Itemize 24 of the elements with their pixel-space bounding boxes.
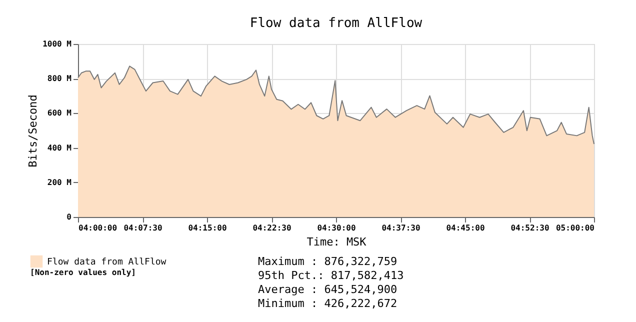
text: 95th Pct.: 817,582,413 — [258, 269, 404, 282]
x-tick-label: 04:15:00 — [188, 224, 227, 232]
x-tick-label: 04:30:00 — [317, 224, 356, 232]
text: [Non-zero values only] — [30, 268, 136, 277]
x-tick-label: 04:22:30 — [252, 224, 292, 232]
chart-title: Flow data from AllFlow — [250, 16, 422, 31]
x-tick-label: 04:37:30 — [382, 224, 420, 232]
x-tick-label: 05:00:00 — [556, 224, 595, 232]
y-tick-label: 0 — [66, 212, 72, 222]
x-axis-title: Time: MSK — [306, 236, 367, 248]
x-tick-label: 04:52:30 — [510, 224, 550, 232]
text: Average : 645,524,900 — [258, 283, 398, 296]
legend-label: Flow data from AllFlow — [47, 258, 167, 268]
x-tick-label: 04:45:00 — [446, 224, 485, 232]
y-axis-title: Bits/Second — [26, 94, 40, 168]
y-tick-label: 400 M — [47, 143, 72, 152]
y-tick-label: 1000 M — [42, 40, 72, 48]
y-tick-label: 600 M — [47, 108, 72, 118]
y-tick-label: 800 M — [47, 74, 72, 84]
x-tick-label: 04:07:30 — [124, 224, 162, 232]
x-tick-label: 04:00:00 — [78, 224, 118, 232]
text: Maximum : 876,322,759 — [258, 255, 398, 268]
text: Minimum : 426,222,672 — [258, 297, 398, 310]
y-tick-label: 200 M — [47, 178, 72, 187]
